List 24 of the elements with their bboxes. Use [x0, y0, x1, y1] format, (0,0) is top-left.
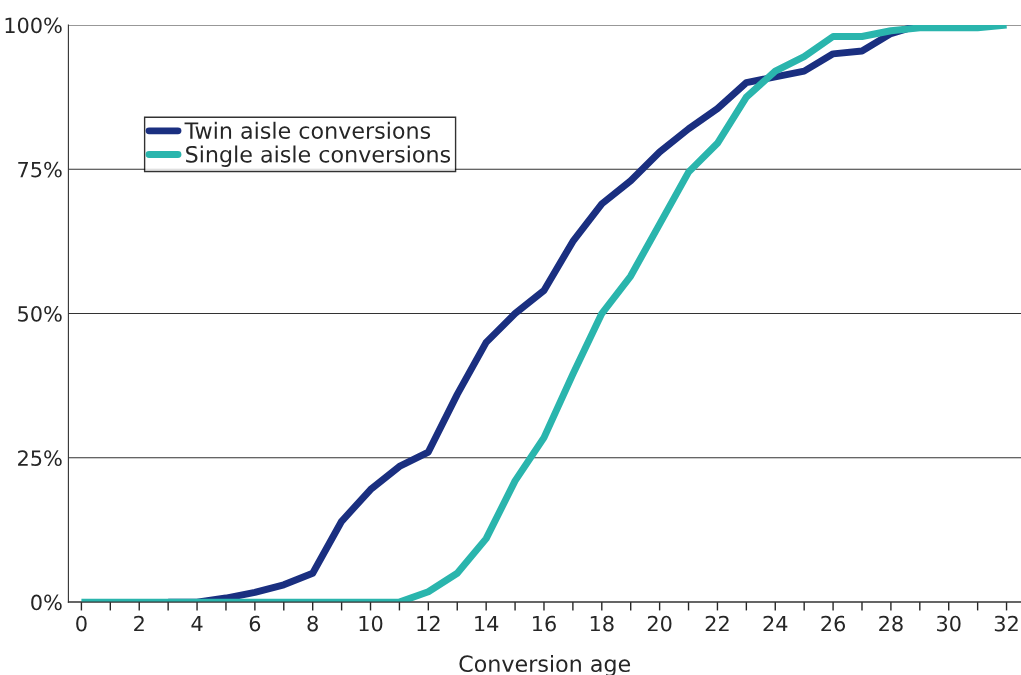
- y-tick-label: 50%: [18, 305, 62, 322]
- x-tick-label: 8: [307, 615, 318, 632]
- y-tick-label: 100%: [5, 17, 62, 34]
- legend-label: Single aisle conversions: [186, 145, 451, 167]
- x-tick-label: 26: [821, 615, 846, 632]
- y-tick-label: 0%: [31, 594, 62, 611]
- x-tick-label: 6: [249, 615, 261, 632]
- x-tick-label: 12: [417, 615, 440, 632]
- x-tick-label: 0: [76, 615, 87, 632]
- x-tick-label: 2: [134, 615, 144, 632]
- x-tick-label: 10: [359, 615, 383, 632]
- x-tick-label: 22: [705, 615, 729, 632]
- y-tick-label: 25%: [18, 450, 62, 467]
- y-tick-label: 75%: [18, 161, 62, 178]
- x-tick-label: 4: [191, 615, 203, 632]
- x-tick-label: 24: [763, 615, 788, 632]
- x-tick-label: 20: [647, 615, 672, 632]
- x-tick-label: 32: [994, 615, 1018, 632]
- x-tick-label: 14: [475, 615, 499, 632]
- x-tick-label: 16: [533, 615, 556, 632]
- x-tick-label: 28: [879, 615, 903, 632]
- x-tick-label: 18: [590, 615, 614, 632]
- legend-label: Twin aisle conversions: [184, 121, 431, 139]
- x-tick-label: 30: [937, 615, 961, 632]
